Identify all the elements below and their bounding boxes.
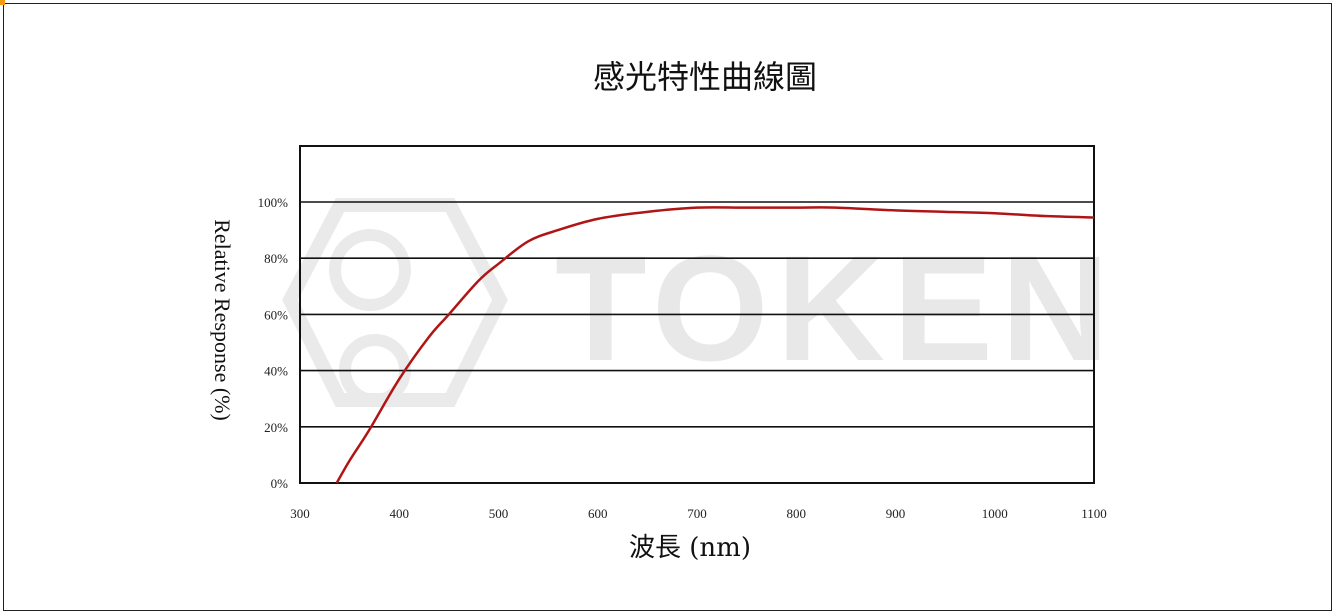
x-tick-label: 700 — [687, 506, 707, 521]
watermark-hexagon — [282, 198, 508, 407]
x-tick-label: 900 — [886, 506, 906, 521]
x-tick-label: 600 — [588, 506, 608, 521]
watermark-circle-1 — [329, 229, 411, 311]
chart-title: 感光特性曲線圖 — [593, 58, 817, 96]
y-tick-label: 40% — [264, 364, 288, 379]
x-tick-label: 300 — [290, 506, 310, 521]
y-tick-label: 0% — [271, 476, 289, 491]
y-tick-label: 20% — [264, 420, 288, 435]
y-tick-label: 100% — [258, 195, 289, 210]
response-curve — [335, 206, 1095, 484]
y-tick-label: 80% — [264, 251, 288, 266]
plot-border — [299, 145, 1095, 484]
x-tick-label: 500 — [489, 506, 509, 521]
x-axis-label: 波長 (nm) — [629, 533, 751, 563]
watermark-text: TOKEN — [555, 224, 1117, 392]
x-tick-label: 1100 — [1081, 506, 1107, 521]
grid-lines — [300, 201, 1094, 428]
y-axis-label: Relative Response (%) — [210, 219, 235, 421]
watermark-logo: TOKEN — [282, 198, 1117, 407]
x-tick-labels: 300 400 500 600 700 800 900 1000 1100 — [290, 506, 1107, 521]
y-tick-label: 60% — [264, 307, 288, 322]
x-tick-label: 400 — [390, 506, 410, 521]
corner-marker — [0, 0, 5, 5]
y-tick-labels: 0% 20% 40% 60% 80% 100% — [258, 195, 289, 491]
chart-frame — [3, 3, 1332, 611]
x-tick-label: 800 — [787, 506, 807, 521]
x-tick-label: 1000 — [982, 506, 1008, 521]
